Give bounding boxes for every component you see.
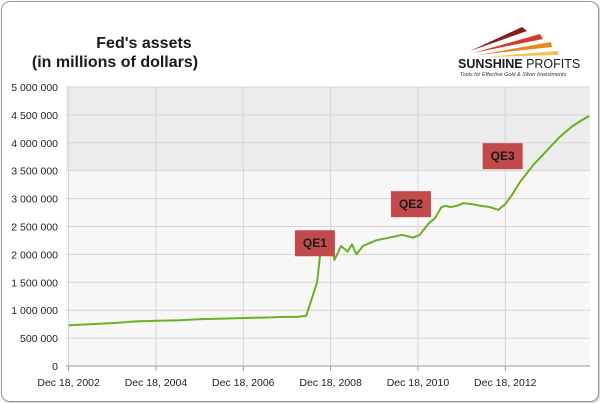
logo-name-part1: SUNSHINE (458, 57, 523, 71)
band (66, 338, 590, 366)
band (66, 282, 590, 311)
assets-series-line (68, 115, 590, 327)
qe-annotations: QE1 QE2 QE3 (294, 143, 523, 257)
y-tick-label: 1 000 000 (11, 305, 58, 317)
qe-label-box (294, 230, 335, 257)
y-tick-label: 3 000 000 (11, 194, 58, 206)
x-tick-label: Dec 18, 2002 (37, 377, 100, 389)
logo-name-part2: PROFITS (523, 57, 581, 71)
y-tick-label: 0 (52, 361, 58, 373)
sun-rays-icon (470, 27, 558, 57)
band (66, 114, 590, 143)
svg-text:SUNSHINE PROFITS: SUNSHINE PROFITS (458, 57, 580, 71)
band (66, 170, 590, 199)
band (66, 198, 590, 227)
sunshine-profits-logo: SUNSHINE PROFITS Tools for Effective Gol… (458, 27, 580, 78)
x-tick-label: Dec 18, 2006 (212, 377, 275, 389)
y-tick-label: 1 500 000 (11, 277, 58, 289)
y-tick-label: 3 500 000 (11, 166, 58, 178)
y-axis: 0 500 000 1 000 000 1 500 000 2 000 000 2 500… (11, 82, 58, 373)
y-tick-label: 5 000 000 (11, 82, 58, 94)
y-tick-label: 2 000 000 (11, 249, 58, 261)
x-tick-label: Dec 18, 2012 (474, 377, 537, 389)
qe-label-box (482, 143, 523, 170)
y-tick-label: 500 000 (20, 333, 58, 345)
band (66, 254, 590, 283)
qe-label-text: QE2 (399, 197, 423, 211)
x-tick-label: Dec 18, 2004 (125, 377, 188, 389)
qe-label-box (390, 191, 431, 218)
band (66, 310, 590, 339)
band (66, 87, 590, 115)
x-tick-label: Dec 18, 2010 (387, 377, 450, 389)
x-tick-label: Dec 18, 2008 (299, 377, 362, 389)
qe-label-text: QE1 (303, 236, 327, 250)
chart-title-line-2: (in millions of dollars) (32, 54, 198, 71)
y-tick-label: 4 000 000 (11, 138, 58, 150)
y-tick-label: 2 500 000 (11, 222, 58, 234)
qe-label-text: QE3 (491, 149, 515, 163)
y-tick-label: 4 500 000 (11, 110, 58, 122)
logo-tagline: Tools for Effective Gold & Silver Invest… (460, 72, 566, 78)
chart-title-line-1: Fed's assets (96, 35, 192, 52)
x-axis: Dec 18, 2002 Dec 18, 2004 Dec 18, 2006 Dec … (37, 365, 590, 389)
